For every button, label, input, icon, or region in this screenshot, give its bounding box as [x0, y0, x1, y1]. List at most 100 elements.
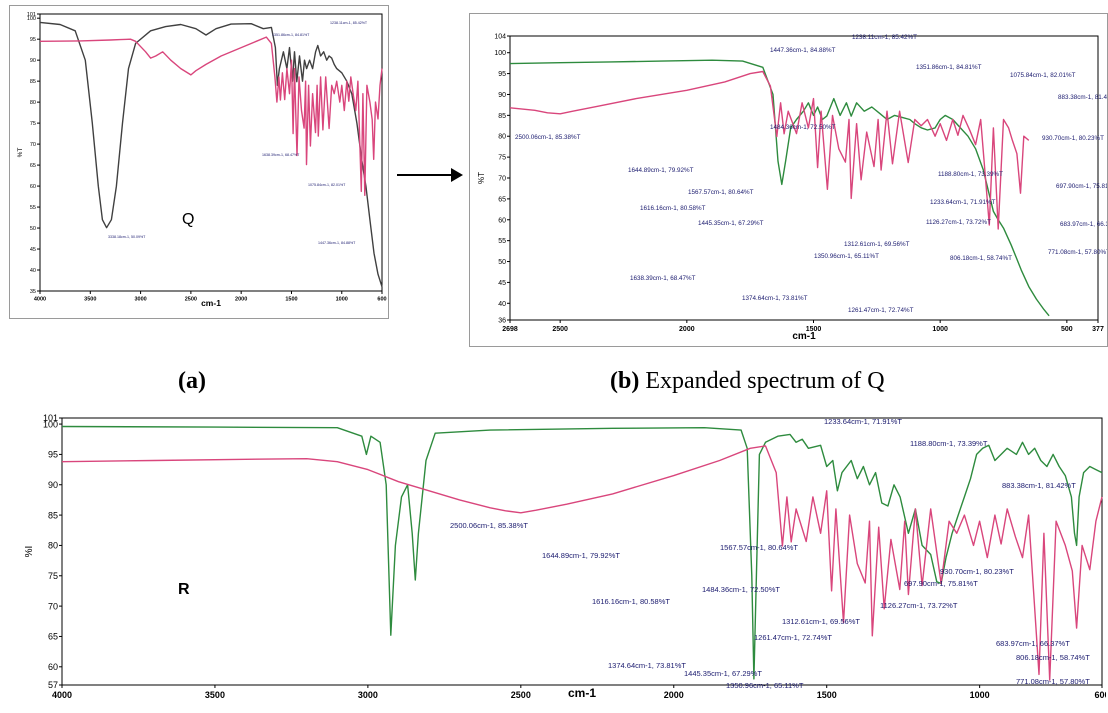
- peak-annotation: 1638.39cm-1, 68.47%T: [262, 153, 300, 157]
- peak-annotation: 1644.89cm-1, 79.92%T: [542, 551, 620, 560]
- plot-frame: [39, 13, 383, 292]
- peak-annotation: 2500.06cm-1, 85.38%T: [515, 134, 581, 141]
- y-tick-label: 100: [494, 50, 506, 57]
- peak-annotation: 1188.80cm-1, 73.39%T: [938, 171, 1003, 178]
- x-tick-label: 3000: [134, 297, 146, 303]
- peak-annotation: 930.70cm-1, 80.23%T: [1042, 135, 1104, 142]
- x-axis-label: cm-1: [792, 331, 816, 342]
- peak-annotation: 1312.61cm-1, 69.56%T: [782, 617, 860, 626]
- series-line-2: [509, 70, 1030, 230]
- series-line-2: [39, 36, 383, 196]
- y-tick-label: 45: [30, 247, 36, 253]
- peak-annotation: 1567.57cm-1, 80.64%T: [688, 189, 754, 196]
- y-tick-label: 75: [30, 121, 36, 127]
- series-line-1: [61, 425, 1103, 680]
- y-tick-label: 80: [30, 100, 36, 106]
- y-tick-label: 95: [48, 450, 58, 460]
- y-tick-label: 40: [30, 268, 36, 274]
- peak-annotation: 883.38cm-1, 81.42%T: [1058, 94, 1107, 101]
- y-tick-label: 60: [48, 662, 58, 672]
- peak-annotation: 1126.27cm-1, 73.72%T: [880, 601, 958, 610]
- peak-annotation: 1261.47cm-1, 72.74%T: [754, 633, 832, 642]
- x-tick-label: 2500: [185, 297, 197, 303]
- y-tick-label: 55: [30, 205, 36, 211]
- y-tick-label: 104: [494, 34, 506, 41]
- peak-annotation: 1075.84cm-1, 82.01%T: [1010, 72, 1076, 79]
- sample-label: R: [178, 581, 190, 598]
- y-tick-label: 70: [48, 601, 58, 611]
- peak-annotation: 883.38cm-1, 81.42%T: [1002, 481, 1076, 490]
- peak-annotation: 1351.86cm-1, 84.81%T: [272, 33, 310, 37]
- y-tick-label: 90: [498, 92, 506, 99]
- panel-c: 57 60 65 70 75 80 85 90 95 100 101 4000 3500 3000 2500…: [2, 410, 1108, 708]
- caption-b: (b) Expanded spectrum of Q: [610, 368, 885, 394]
- y-tick-label: 70: [30, 142, 36, 148]
- x-axis-label: cm-1: [201, 298, 221, 308]
- peak-annotation: 1233.64cm-1, 71.91%T: [930, 199, 996, 206]
- peak-annotation: 1238.11cm-1, 85.42%T: [330, 21, 368, 25]
- x-tick-label: 1500: [806, 326, 822, 333]
- peak-annotation: 683.97cm-1, 66.37%T: [996, 639, 1070, 648]
- y-tick-label: 100: [27, 16, 36, 22]
- y-tick-label: 35: [30, 289, 36, 295]
- peak-annotation: 1233.64cm-1, 71.91%T: [824, 417, 902, 426]
- peak-annotation: 1644.89cm-1, 79.92%T: [628, 167, 694, 174]
- caption-a: (a): [178, 368, 206, 394]
- panel-a: 35 40 45 50 55 60 65 70 75 80 85 90 95 100 101 4000 3500…: [9, 5, 389, 319]
- y-tick-label: 55: [498, 238, 506, 245]
- peak-annotation: 1445.35cm-1, 67.29%T: [698, 220, 764, 227]
- peak-annotation: 1484.36cm-1, 72.50%T: [770, 124, 836, 131]
- y-tick-label: 90: [30, 58, 36, 64]
- x-tick-label: 2000: [679, 326, 695, 333]
- y-tick-label: 101: [27, 12, 36, 18]
- peak-annotation: 1374.64cm-1, 73.81%T: [742, 295, 808, 302]
- x-tick-label: 1000: [970, 690, 990, 700]
- y-tick-label: 100: [43, 419, 58, 429]
- y-tick-label: 95: [498, 71, 506, 78]
- y-tick-label: 36: [498, 318, 506, 325]
- y-tick-label: 90: [48, 480, 58, 490]
- y-axis-label: %T: [17, 148, 24, 158]
- peak-annotation: 1374.64cm-1, 73.81%T: [608, 661, 686, 670]
- peak-annotation: 1350.96cm-1, 65.11%T: [814, 253, 879, 260]
- peak-annotation: 1350.96cm-1, 65.11%T: [726, 681, 804, 690]
- chart-b: 36 40 45 50 55 60 65 70 75 80 85 90 95 100 104 2698 2500…: [477, 34, 1108, 343]
- peak-annotation: 1567.57cm-1, 80.64%T: [720, 543, 798, 552]
- peak-annotation: 1312.61cm-1, 69.56%T: [844, 241, 910, 248]
- x-tick-label: 500: [1061, 326, 1073, 333]
- x-tick-label: 600: [377, 297, 386, 303]
- x-tick-label: 2000: [664, 690, 684, 700]
- peak-annotation: 697.90cm-1, 75.81%T: [904, 579, 978, 588]
- peak-annotation: 806.18cm-1, 58.74%T: [950, 255, 1012, 262]
- y-tick-label: 45: [498, 280, 506, 287]
- peak-annotation: 806.18cm-1, 58.74%T: [1016, 653, 1090, 662]
- y-tick-label: 75: [48, 571, 58, 581]
- x-tick-label: 1500: [817, 690, 837, 700]
- sample-label: Q: [182, 211, 194, 228]
- peak-annotation: 771.08cm-1, 57.80%T: [1016, 677, 1090, 686]
- peak-annotation: 1447.36cm-1, 84.88%T: [318, 241, 356, 245]
- x-tick-label: 1500: [285, 297, 297, 303]
- y-tick-label: 50: [498, 259, 506, 266]
- y-tick-label: 57: [48, 680, 58, 690]
- x-tick-label: 4000: [52, 690, 72, 700]
- y-axis-label: %I: [24, 546, 35, 558]
- peak-annotation: 1616.16cm-1, 80.58%T: [592, 597, 670, 606]
- panel-b: 36 40 45 50 55 60 65 70 75 80 85 90 95 100 104 2698 2500…: [469, 13, 1108, 347]
- y-tick-label: 101: [43, 413, 58, 423]
- y-tick-label: 85: [30, 79, 36, 85]
- peak-annotation: 1484.36cm-1, 72.50%T: [702, 585, 780, 594]
- x-tick-label: 377: [1092, 326, 1104, 333]
- peak-annotation: 1126.27cm-1, 73.72%T: [926, 219, 991, 226]
- peak-annotation: 683.97cm-1, 66.37%T: [1060, 221, 1107, 228]
- y-tick-label: 40: [498, 301, 506, 308]
- peak-annotation: 930.70cm-1, 80.23%T: [940, 567, 1014, 576]
- y-axis-label: %T: [477, 172, 486, 184]
- x-tick-label: 4000: [34, 297, 46, 303]
- y-tick-label: 65: [30, 163, 36, 169]
- x-tick-label: 3000: [358, 690, 378, 700]
- peak-annotation: 1638.39cm-1, 68.47%T: [630, 275, 696, 282]
- x-tick-label: 2698: [502, 326, 518, 333]
- x-tick-label: 2500: [511, 690, 531, 700]
- peak-annotation: 697.90cm-1, 75.81%T: [1056, 183, 1107, 190]
